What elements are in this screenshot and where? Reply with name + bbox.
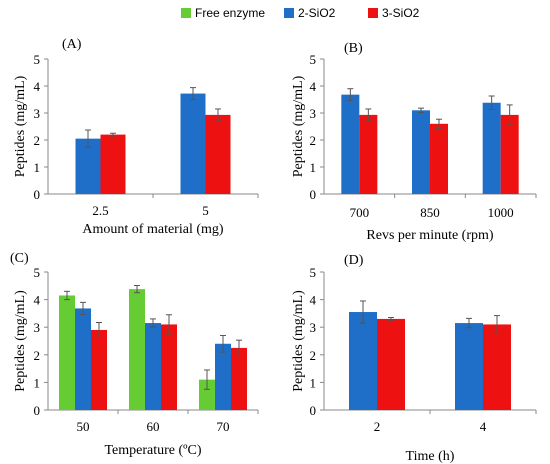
x-tick-label: 850 — [420, 205, 440, 220]
y-tick-label: 5 — [310, 52, 317, 67]
bar — [341, 94, 360, 194]
legend-swatch — [368, 8, 378, 18]
legend-swatch — [181, 8, 191, 18]
x-tick-label: 70 — [217, 419, 230, 434]
y-axis-title: Peptides (mg/mL) — [13, 290, 28, 392]
x-tick-label: 50 — [77, 419, 90, 434]
y-tick-label: 4 — [34, 79, 41, 94]
y-tick-label: 4 — [34, 293, 41, 308]
bar — [205, 114, 231, 194]
panel-label: (A) — [62, 37, 82, 52]
legend-label: 3-SiO2 — [382, 6, 420, 20]
bar — [430, 123, 448, 194]
y-tick-label: 2 — [310, 348, 317, 363]
x-tick-label: 60 — [147, 419, 160, 434]
bar — [359, 114, 378, 194]
bar — [412, 110, 430, 194]
y-tick-label: 0 — [310, 403, 317, 418]
bar — [349, 312, 377, 410]
x-tick-label: 2.5 — [92, 203, 108, 218]
y-tick-label: 2 — [34, 348, 41, 363]
y-tick-label: 5 — [34, 265, 41, 280]
legend-label: 2-SiO2 — [298, 6, 336, 20]
y-tick-label: 2 — [310, 133, 317, 148]
y-axis-title: Peptides (mg/mL) — [291, 75, 306, 177]
x-tick-label: 700 — [350, 205, 370, 220]
bar — [75, 308, 91, 410]
y-tick-label: 3 — [34, 106, 41, 121]
y-tick-label: 3 — [310, 106, 317, 121]
chart-panel: (A) 0 1 2 3 4 5 Peptides (mg/mL) 2.5 5 Amount of m… — [13, 37, 259, 237]
panels: (A) 0 1 2 3 4 5 Peptides (mg/mL) 2.5 5 Amount of m… — [10, 37, 537, 464]
bar — [129, 289, 145, 410]
bar — [59, 295, 75, 410]
y-tick-label: 0 — [310, 187, 317, 202]
chart-panel: (B) 0 1 2 3 4 5 Peptides (mg/mL) 700 850 1000 Revs … — [291, 41, 537, 243]
x-axis-title: Temperature (ºC) — [104, 443, 201, 458]
x-axis-title: Amount of material (mg) — [82, 222, 223, 237]
bar — [482, 102, 501, 194]
bar — [75, 138, 101, 194]
bar — [377, 318, 405, 410]
bar — [100, 134, 126, 194]
x-axis-title: Revs per minute (rpm) — [366, 228, 493, 243]
y-tick-label: 3 — [310, 320, 317, 335]
y-tick-label: 5 — [310, 265, 317, 280]
y-tick-label: 3 — [34, 320, 41, 335]
x-tick-label: 2 — [374, 419, 381, 434]
x-tick-label: 5 — [202, 203, 209, 218]
bar — [91, 329, 107, 410]
chart-panel: (C) 0 1 2 3 4 5 Peptides (mg/mL) 50 60 70 Temperatu… — [10, 251, 259, 458]
y-tick-label: 0 — [34, 403, 41, 418]
bar — [215, 343, 231, 410]
bar — [483, 324, 511, 410]
y-tick-label: 0 — [34, 187, 41, 202]
y-tick-label: 5 — [34, 52, 41, 67]
y-tick-label: 1 — [34, 375, 41, 390]
x-axis-title: Time (h) — [406, 449, 455, 464]
y-axis-title: Peptides (mg/mL) — [13, 75, 28, 177]
bar — [180, 93, 206, 194]
bar — [500, 114, 519, 194]
x-tick-label: 4 — [480, 419, 487, 434]
panel-label: (B) — [344, 41, 363, 56]
y-tick-label: 1 — [34, 160, 41, 175]
y-tick-label: 2 — [34, 133, 41, 148]
y-tick-label: 1 — [310, 160, 317, 175]
y-tick-label: 4 — [310, 293, 317, 308]
bar — [455, 323, 483, 410]
legend: Free enzyme 2-SiO2 3-SiO2 — [181, 6, 420, 20]
chart-panel: (D) 0 1 2 3 4 5 Peptides (mg/mL) 2 4 Time (h) — [291, 253, 537, 464]
bar — [199, 379, 215, 410]
bar — [161, 324, 177, 410]
panel-label: (C) — [10, 251, 29, 266]
bar — [145, 323, 161, 410]
y-axis-title: Peptides (mg/mL) — [291, 290, 306, 392]
bar — [231, 347, 247, 410]
panel-label: (D) — [344, 253, 364, 268]
y-tick-label: 4 — [310, 79, 317, 94]
x-tick-label: 1000 — [488, 205, 514, 220]
legend-label: Free enzyme — [195, 6, 265, 20]
legend-swatch — [284, 8, 294, 18]
y-tick-label: 1 — [310, 375, 317, 390]
